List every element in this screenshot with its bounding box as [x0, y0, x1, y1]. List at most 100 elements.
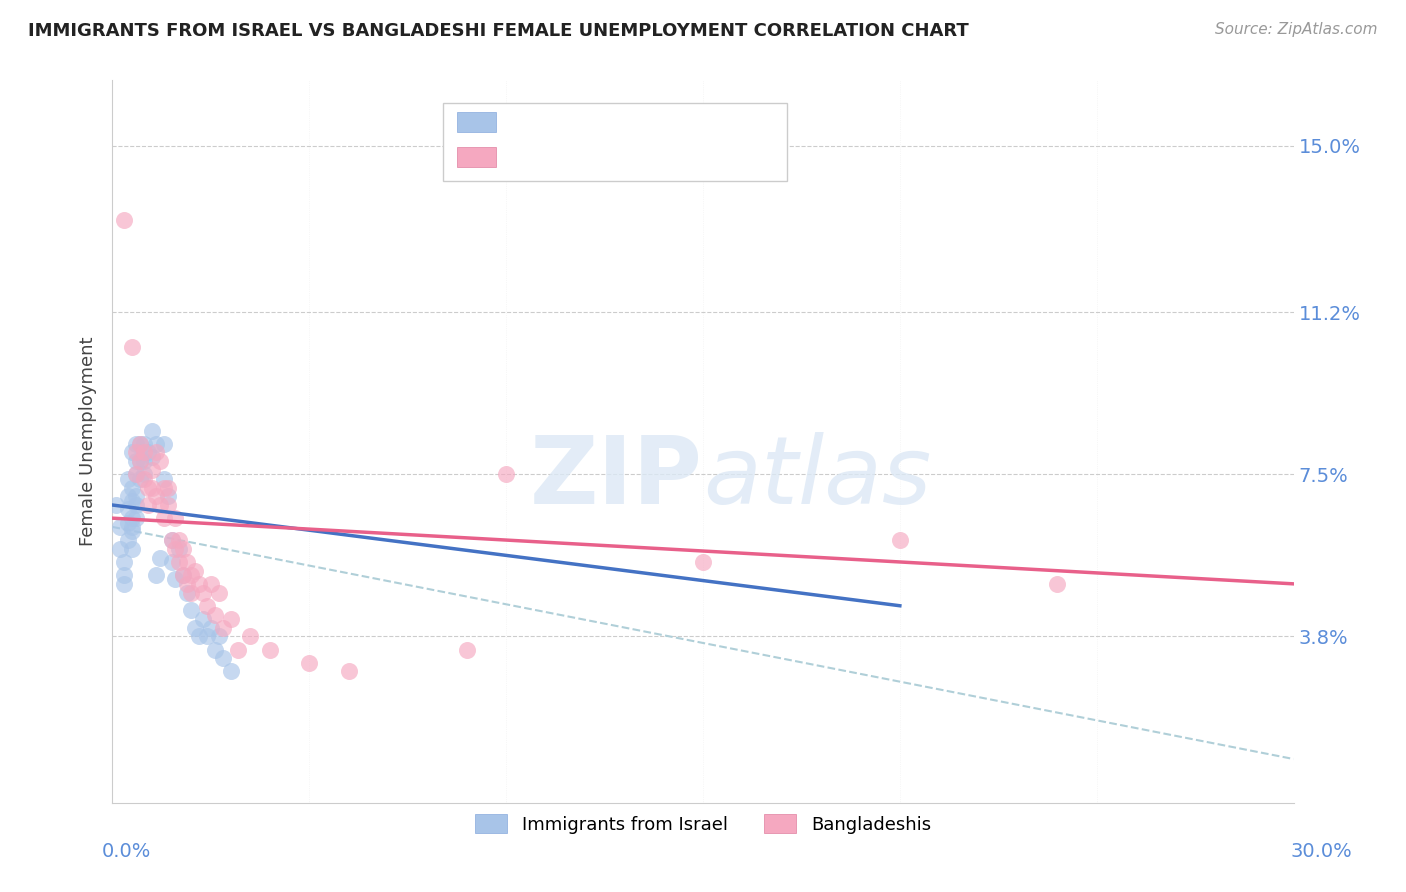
Point	[219, 665, 242, 679]
Point	[152, 481, 174, 495]
Point	[692, 555, 714, 569]
Y-axis label: Female Unemployment: Female Unemployment	[79, 337, 97, 546]
Point	[132, 454, 155, 468]
Text: N = 55: N = 55	[661, 113, 728, 131]
Point	[149, 454, 172, 468]
Point	[200, 577, 222, 591]
Point	[136, 445, 159, 459]
Point	[172, 568, 194, 582]
Point	[152, 436, 174, 450]
Text: IMMIGRANTS FROM ISRAEL VS BANGLADESHI FEMALE UNEMPLOYMENT CORRELATION CHART: IMMIGRANTS FROM ISRAEL VS BANGLADESHI FE…	[28, 22, 969, 40]
Point	[204, 642, 226, 657]
Point	[204, 607, 226, 622]
Point	[889, 533, 911, 547]
Point	[112, 213, 135, 227]
Point	[125, 436, 148, 450]
Point	[141, 424, 163, 438]
Point	[195, 629, 218, 643]
Point	[228, 642, 250, 657]
Text: R = -0.147: R = -0.147	[509, 148, 614, 166]
Point	[145, 436, 167, 450]
Point	[141, 450, 163, 464]
Point	[156, 489, 179, 503]
Point	[165, 541, 187, 556]
Point	[208, 629, 231, 643]
Point	[145, 489, 167, 503]
Point	[112, 568, 135, 582]
Point	[219, 612, 242, 626]
Point	[176, 555, 198, 569]
Point	[152, 511, 174, 525]
Point	[132, 445, 155, 459]
Point	[112, 577, 135, 591]
Point	[160, 555, 183, 569]
Point	[149, 498, 172, 512]
Point	[129, 454, 152, 468]
Point	[121, 524, 143, 539]
Text: R = -0.185: R = -0.185	[509, 113, 614, 131]
Point	[211, 621, 233, 635]
Point	[191, 612, 214, 626]
Point	[117, 516, 139, 530]
Point	[1046, 577, 1069, 591]
Point	[121, 541, 143, 556]
Point	[180, 568, 202, 582]
Point	[176, 577, 198, 591]
Point	[136, 481, 159, 495]
Point	[180, 585, 202, 599]
Point	[172, 541, 194, 556]
Point	[141, 481, 163, 495]
Point	[184, 564, 207, 578]
Point	[165, 511, 187, 525]
Point	[112, 555, 135, 569]
Point	[129, 436, 152, 450]
Point	[125, 467, 148, 482]
Point	[125, 454, 148, 468]
Point	[145, 568, 167, 582]
Text: Source: ZipAtlas.com: Source: ZipAtlas.com	[1215, 22, 1378, 37]
Legend: Immigrants from Israel, Bangladeshis: Immigrants from Israel, Bangladeshis	[468, 807, 938, 841]
Text: ZIP: ZIP	[530, 432, 703, 524]
Point	[495, 467, 517, 482]
Point	[160, 533, 183, 547]
Point	[200, 621, 222, 635]
Point	[160, 533, 183, 547]
Point	[117, 533, 139, 547]
Point	[132, 436, 155, 450]
Point	[132, 467, 155, 482]
Text: 30.0%: 30.0%	[1291, 842, 1353, 862]
Point	[180, 603, 202, 617]
Point	[208, 585, 231, 599]
Point	[156, 498, 179, 512]
Point	[129, 472, 152, 486]
Point	[125, 445, 148, 459]
Point	[145, 445, 167, 459]
Point	[121, 511, 143, 525]
Point	[117, 472, 139, 486]
Point	[125, 498, 148, 512]
Point	[165, 573, 187, 587]
Point	[136, 498, 159, 512]
Point	[184, 621, 207, 635]
Point	[259, 642, 281, 657]
Point	[172, 568, 194, 582]
Point	[121, 520, 143, 534]
Point	[121, 340, 143, 354]
Point	[239, 629, 262, 643]
Point	[141, 463, 163, 477]
Point	[156, 481, 179, 495]
Point	[169, 533, 191, 547]
Point	[121, 481, 143, 495]
Text: N = 50: N = 50	[661, 148, 728, 166]
Point	[125, 467, 148, 482]
Point	[121, 445, 143, 459]
Point	[152, 472, 174, 486]
Point	[149, 550, 172, 565]
Point	[337, 665, 360, 679]
Point	[117, 502, 139, 516]
Point	[169, 555, 191, 569]
Point	[195, 599, 218, 613]
Point	[110, 520, 132, 534]
Point	[117, 489, 139, 503]
Point	[456, 642, 478, 657]
